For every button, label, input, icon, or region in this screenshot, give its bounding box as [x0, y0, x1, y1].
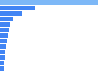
Bar [0, 11, 22, 16]
Bar [0, 44, 6, 49]
Bar [0, 22, 10, 27]
Bar [0, 28, 9, 32]
Bar [0, 39, 7, 43]
Bar [0, 17, 13, 21]
Bar [0, 0, 98, 5]
Bar [0, 55, 5, 60]
Bar [0, 61, 4, 65]
Bar [0, 6, 34, 10]
Bar [0, 50, 6, 54]
Bar [0, 33, 8, 38]
Bar [0, 66, 4, 71]
